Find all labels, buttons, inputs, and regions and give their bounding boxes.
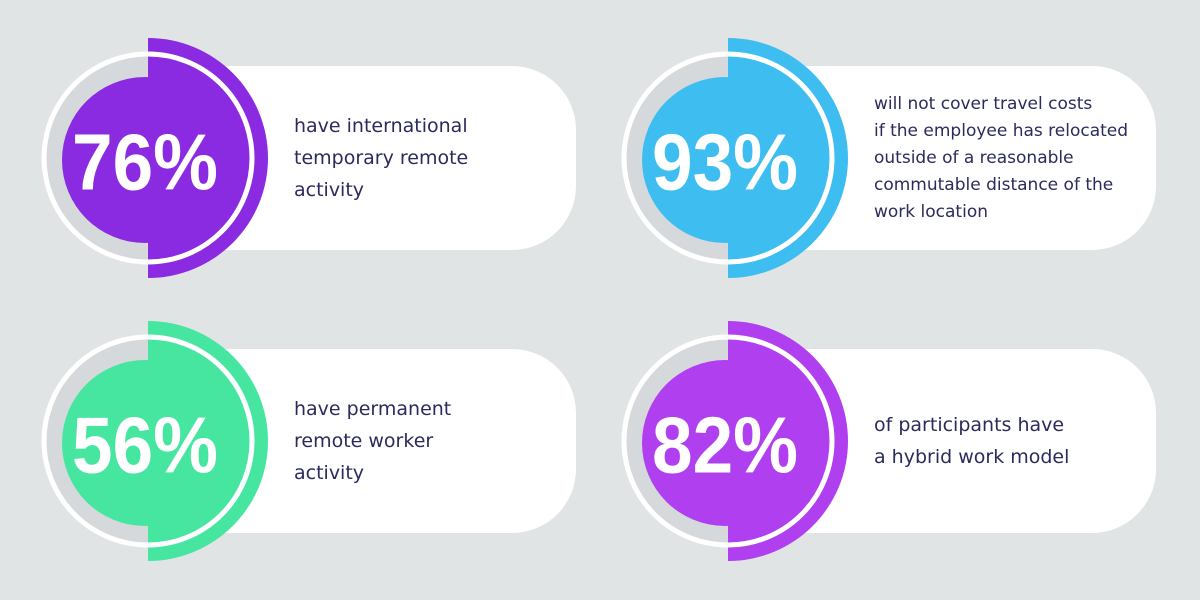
ring — [41, 51, 255, 265]
description-line: activity — [294, 462, 364, 484]
description-line: have international — [294, 115, 468, 137]
percent: 56% — [72, 401, 218, 490]
inner-circle — [642, 77, 808, 243]
description-line: activity — [294, 179, 364, 201]
description-line: outside of a reasonable — [874, 148, 1074, 168]
stat-card: 56% have permanent remote worker activity — [41, 321, 576, 561]
stat-card: 82% of participants have a hybrid work mod… — [621, 321, 1156, 561]
ring — [41, 334, 255, 548]
description-line: have permanent — [294, 398, 451, 420]
description-line: will not cover travel costs — [874, 94, 1092, 114]
inner-circle — [62, 360, 228, 526]
description-line: of participants have — [874, 414, 1064, 436]
percent: 82% — [652, 401, 798, 490]
inner-circle — [62, 77, 228, 243]
description-line: commutable distance of the — [874, 175, 1113, 195]
stat-card: 76% have international temporary remote act… — [41, 38, 576, 278]
description-line: if the employee has relocated — [874, 121, 1128, 141]
percent: 93% — [652, 118, 798, 207]
description-line: remote worker — [294, 430, 433, 452]
description-line: work location — [874, 202, 988, 222]
stat-card: 93% will not cover travel costs if the emp… — [621, 38, 1156, 278]
ring — [621, 334, 835, 548]
description-line: a hybrid work model — [874, 446, 1069, 468]
percent: 76% — [72, 118, 218, 207]
inner-circle — [642, 360, 808, 526]
description-line: temporary remote — [294, 147, 468, 169]
ring — [621, 51, 835, 265]
